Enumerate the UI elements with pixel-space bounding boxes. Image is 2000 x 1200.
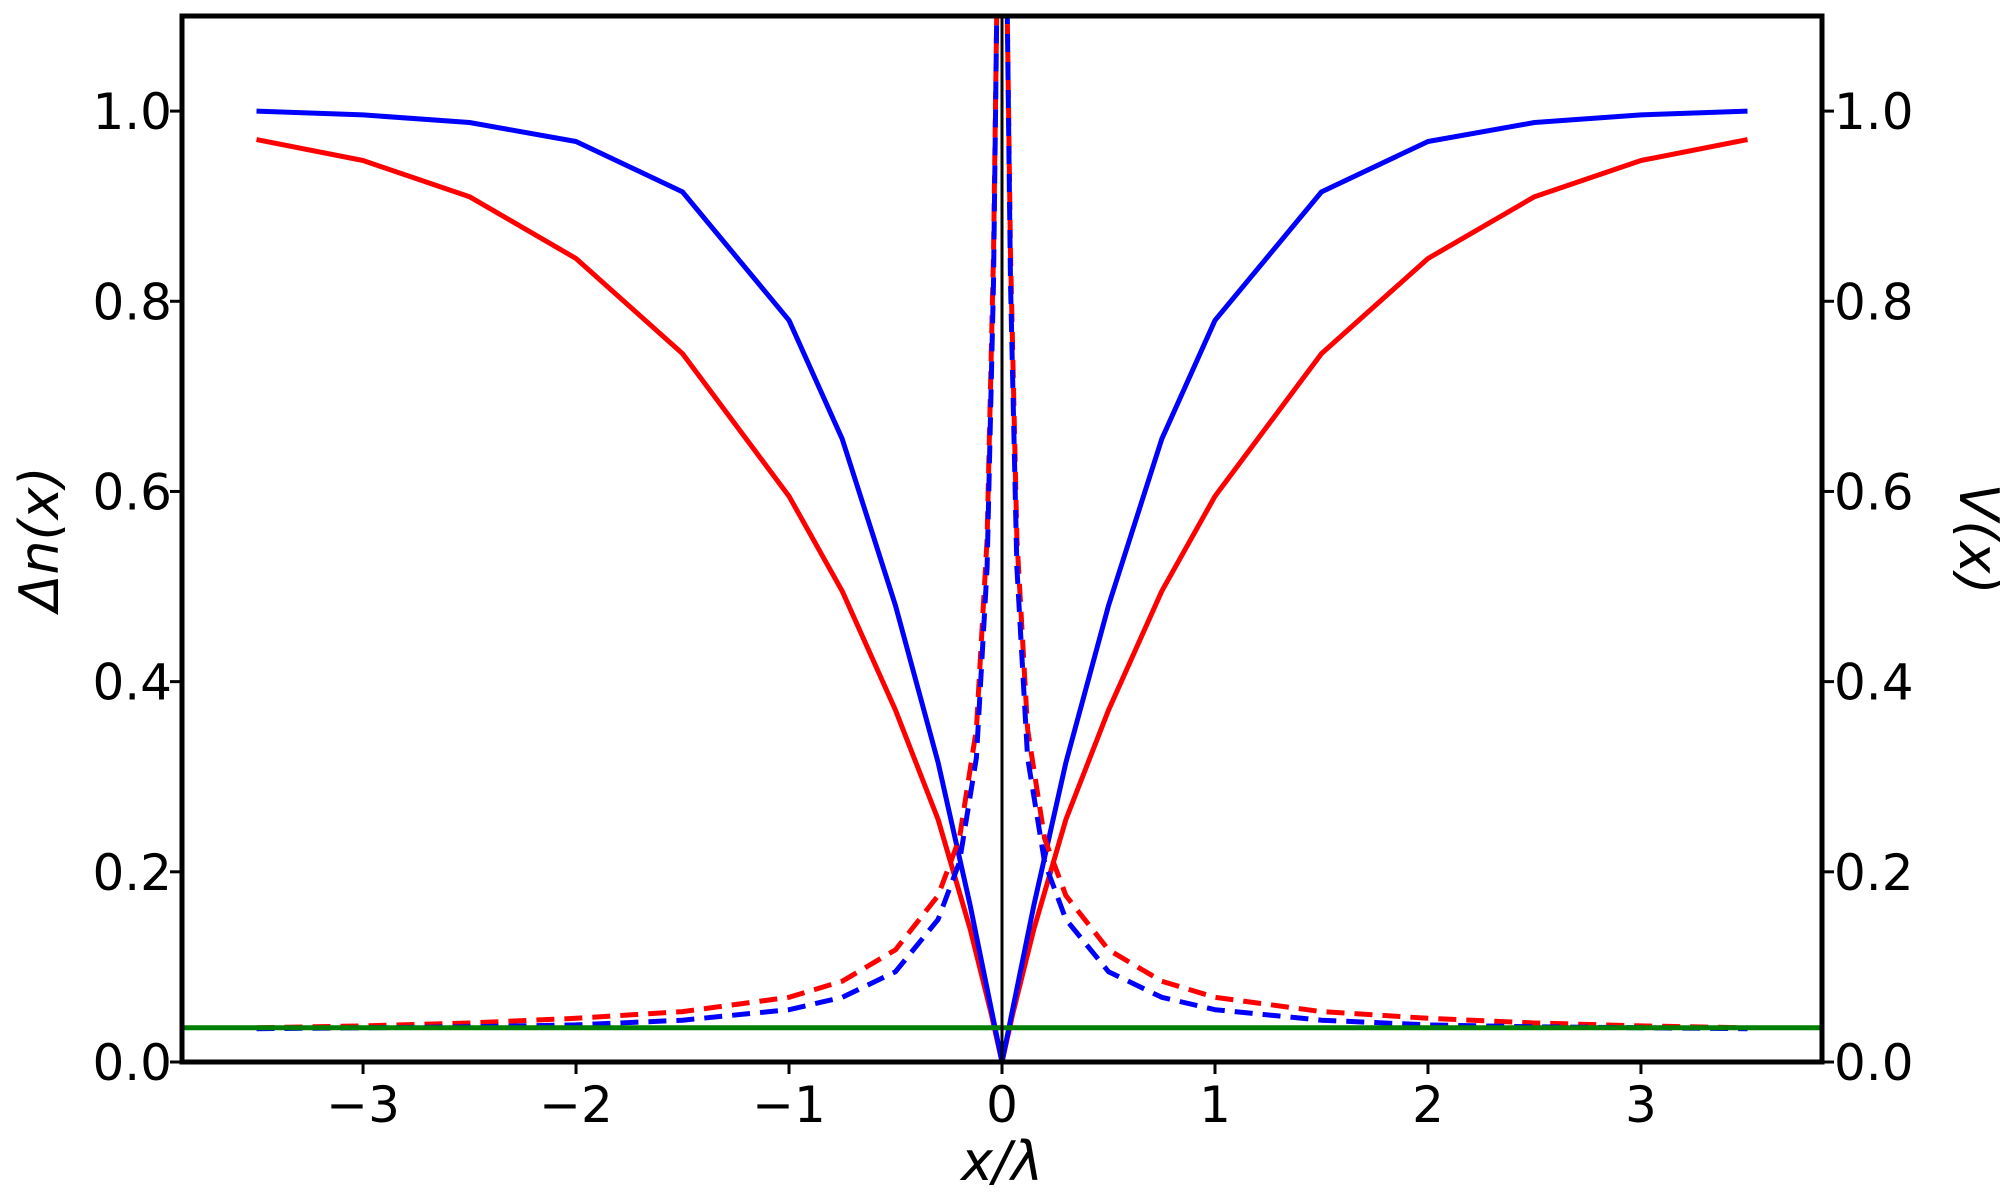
left-y-tick-label: 0.4 (92, 654, 172, 712)
right-y-tick-label: 0.2 (1834, 844, 1914, 902)
left-y-axis-label: Δn(x) (8, 466, 71, 615)
left-y-tick-label: 0.2 (92, 844, 172, 902)
left-y-tick-label: 0.0 (92, 1034, 172, 1092)
right-y-tick-label: 0.0 (1834, 1034, 1914, 1092)
right-y-tick-label: 0.4 (1834, 654, 1914, 712)
ticks-layer: −3 −2 −1 0 1 2 3 0.0 0.2 0.4 0.6 0.8 1.0 0.0 0.2 0.4 0.6… (92, 83, 1913, 1134)
x-tick-label: 2 (1412, 1076, 1444, 1134)
series-line-0 (256, 137, 1748, 1062)
right-y-tick-label: 0.6 (1834, 463, 1914, 521)
series-line-3 (256, 16, 1748, 1032)
x-axis-label: x/λ (959, 1130, 1043, 1193)
x-tick-label: 1 (1199, 1076, 1231, 1134)
x-tick-label: 0 (986, 1076, 1018, 1134)
series-line-1 (256, 108, 1748, 1062)
right-y-tick-label: 1.0 (1834, 83, 1914, 141)
x-tick-label: −1 (752, 1076, 826, 1134)
series-line-2 (256, 16, 1748, 1031)
right-y-tick-label: 0.8 (1834, 273, 1914, 331)
series-layer (182, 16, 1822, 1062)
x-tick-label: −2 (539, 1076, 613, 1134)
right-y-axis-label: V(x) (1947, 483, 2000, 594)
left-y-tick-label: 0.8 (92, 273, 172, 331)
left-y-tick-label: 0.6 (92, 463, 172, 521)
x-tick-label: 3 (1625, 1076, 1657, 1134)
x-tick-label: −3 (326, 1076, 400, 1134)
left-y-tick-label: 1.0 (92, 83, 172, 141)
